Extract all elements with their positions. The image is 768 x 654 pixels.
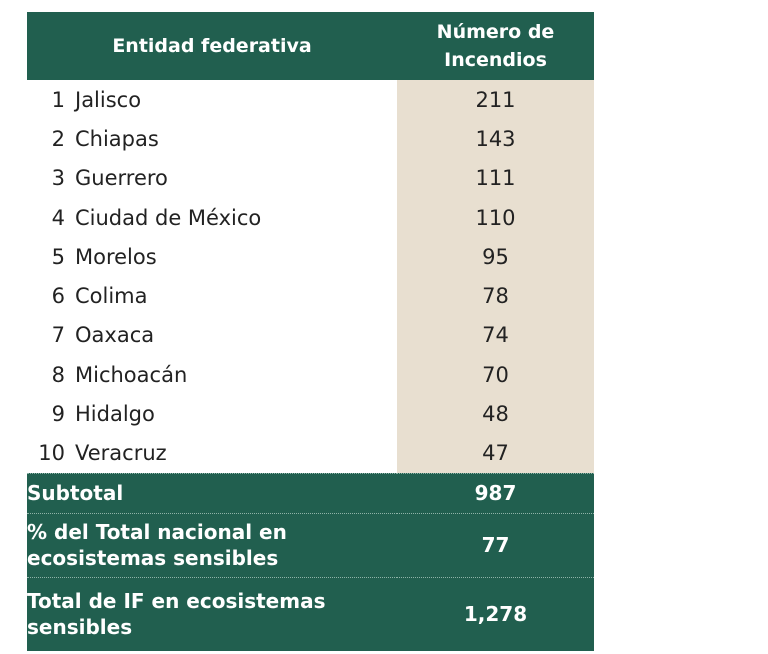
rank: 10 [38,441,65,466]
rank: 5 [51,244,65,269]
entidad-name: Michoacán [75,362,188,387]
header-numero: Número de Incendios [397,12,594,80]
entidad-name: Oaxaca [75,323,155,348]
entidad-cell: 4 Ciudad de México [27,197,397,238]
footer-row: % del Total nacional en ecosistemas sensi… [27,512,594,578]
footer-label: Subtotal [27,472,397,514]
incendios-value: 70 [397,355,594,395]
entidad-name: Hidalgo [75,402,155,427]
incendios-value: 111 [397,158,594,198]
table-row: 7 Oaxaca 74 [27,315,594,356]
incendios-value: 95 [397,237,594,277]
rank: 2 [51,126,65,151]
rank: 7 [51,323,65,348]
incendios-table: Entidad federativa Número de Incendios 1… [27,12,594,651]
footer-label-line: sensibles [27,615,133,640]
table-row: 4 Ciudad de México 110 [27,197,594,238]
rank: 1 [51,87,65,112]
footer-value: 987 [397,472,594,514]
entidad-cell: 1 Jalisco [27,80,397,120]
incendios-value: 47 [397,433,594,474]
table-row: 3 Guerrero 111 [27,158,594,198]
entidad-name: Colima [75,284,148,309]
entidad-cell: 6 Colima [27,276,397,316]
footer-value: 1,278 [397,576,594,651]
table-header: Entidad federativa Número de Incendios [27,12,594,80]
entidad-cell: 9 Hidalgo [27,394,397,434]
table-row: 2 Chiapas 143 [27,119,594,159]
entidad-name: Guerrero [75,166,168,191]
rank: 6 [51,284,65,309]
footer-value: 77 [397,512,594,578]
incendios-value: 74 [397,315,594,356]
entidad-cell: 2 Chiapas [27,119,397,159]
rank: 9 [51,402,65,427]
footer-label-line: % del Total nacional en [27,520,287,545]
incendios-value: 48 [397,394,594,434]
table-row: 5 Morelos 95 [27,237,594,277]
footer-label-line: ecosistemas sensibles [27,546,279,571]
entidad-name: Chiapas [75,126,159,151]
header-entidad: Entidad federativa [112,35,312,57]
incendios-value: 211 [397,80,594,120]
entidad-name: Veracruz [75,441,167,466]
table-row: 10 Veracruz 47 [27,433,594,474]
footer-label: Total de IF en ecosistemas sensibles [27,576,397,651]
entidad-cell: 3 Guerrero [27,158,397,198]
incendios-value: 143 [397,119,594,159]
footer-row: Subtotal 987 [27,472,594,514]
rank: 3 [51,166,65,191]
entidad-cell: 8 Michoacán [27,355,397,395]
table-row: 1 Jalisco 211 [27,80,594,120]
entidad-cell: 10 Veracruz [27,433,397,474]
table-row: 8 Michoacán 70 [27,355,594,395]
footer-label-line: Total de IF en ecosistemas [27,589,326,614]
entidad-cell: 5 Morelos [27,237,397,277]
footer-row: Total de IF en ecosistemas sensibles 1,278 [27,576,594,651]
entidad-name: Jalisco [75,87,142,112]
header-numero-label: Número de Incendios [436,21,555,71]
incendios-value: 110 [397,197,594,238]
rank: 8 [51,362,65,387]
entidad-name: Morelos [75,244,157,269]
entidad-cell: 7 Oaxaca [27,315,397,356]
table-row: 9 Hidalgo 48 [27,394,594,434]
footer-label-line: Subtotal [27,481,124,506]
incendios-value: 78 [397,276,594,316]
table-row: 6 Colima 78 [27,276,594,316]
footer-label: % del Total nacional en ecosistemas sensi… [27,512,397,578]
entidad-name: Ciudad de México [75,205,262,230]
rank: 4 [51,205,65,230]
